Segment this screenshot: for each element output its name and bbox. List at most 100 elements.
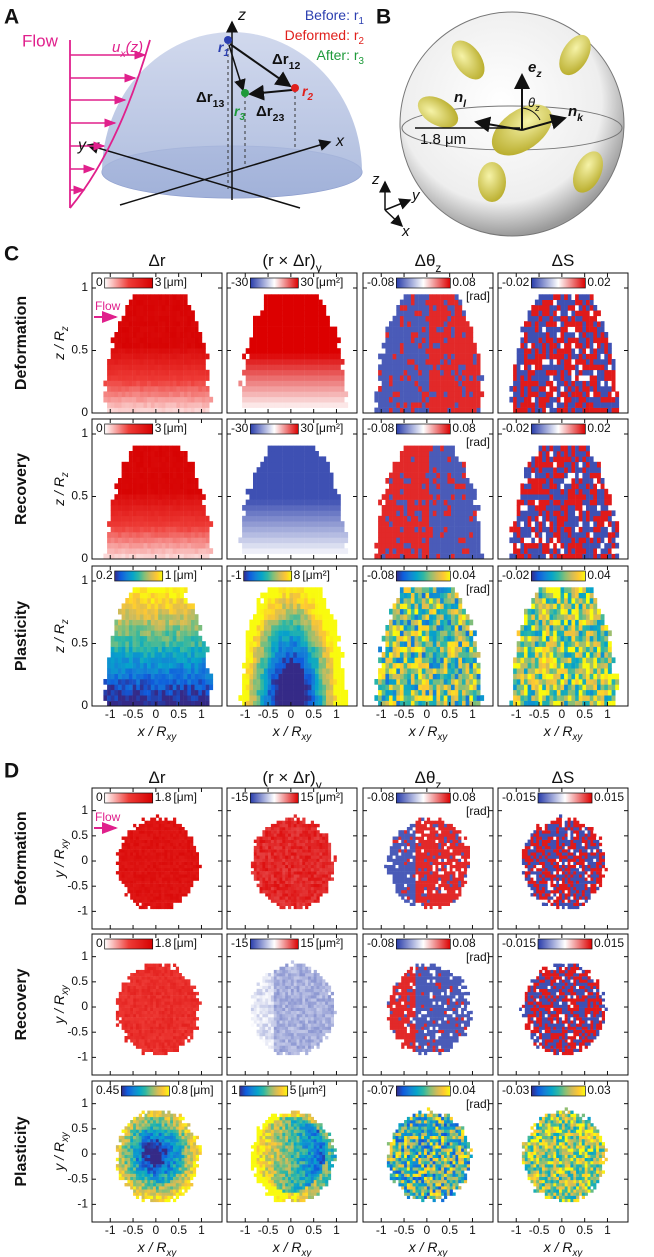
heatmap-cell xyxy=(158,543,162,549)
heatmap-cell xyxy=(202,554,206,560)
heatmap-cell xyxy=(466,337,470,343)
heatmap-cell xyxy=(382,527,386,533)
heatmap-cell xyxy=(564,327,568,333)
heatmap-cell xyxy=(290,467,294,473)
heatmap-cell xyxy=(407,305,411,311)
heatmap-cell xyxy=(249,505,253,511)
text-part: Δr xyxy=(148,251,165,270)
heatmap-cell xyxy=(604,500,608,506)
heatmap-cell xyxy=(165,391,169,397)
heatmap-cell xyxy=(162,505,166,511)
heatmap-cell xyxy=(286,543,290,549)
heatmap-cell xyxy=(268,516,272,522)
heatmap-cell xyxy=(173,397,177,403)
heatmap-cell xyxy=(286,337,290,343)
heatmap-cell xyxy=(447,500,451,506)
heatmap-cell xyxy=(300,364,304,370)
heatmap-cell xyxy=(553,483,557,489)
heatmap-cell xyxy=(202,391,206,397)
heatmap-cell xyxy=(466,327,470,333)
heatmap-cell xyxy=(433,294,437,300)
heatmap-cell xyxy=(246,408,250,414)
heatmap-cell xyxy=(531,532,535,538)
heatmap-cell xyxy=(286,462,290,468)
heatmap-cell xyxy=(151,510,155,516)
heatmap-cell xyxy=(144,516,148,522)
heatmap-cell xyxy=(561,391,565,397)
heatmap-cell xyxy=(582,402,586,408)
heatmap-cell xyxy=(393,348,397,354)
heatmap-cell xyxy=(275,548,279,554)
heatmap-cell xyxy=(151,483,155,489)
heatmap-cell xyxy=(400,354,404,360)
heatmap-cell xyxy=(169,554,173,560)
heatmap-cell xyxy=(103,679,107,685)
heatmap-cell xyxy=(249,527,253,533)
colorbar-max: 3 xyxy=(155,275,162,289)
heatmap-cell xyxy=(385,510,389,516)
heatmap-cell xyxy=(169,300,173,306)
heatmap-cell xyxy=(180,348,184,354)
heatmap-cell xyxy=(304,381,308,387)
heatmap-cell xyxy=(520,370,524,376)
heatmap-cell xyxy=(118,695,122,701)
heatmap-cell xyxy=(195,532,199,538)
heatmap-cell xyxy=(249,391,253,397)
heatmap-cell xyxy=(290,532,294,538)
heatmap-cell xyxy=(550,386,554,392)
heatmap-cell xyxy=(169,543,173,549)
heatmap-cell xyxy=(575,467,579,473)
heatmap-cell xyxy=(444,364,448,370)
heatmap-cell xyxy=(466,494,470,500)
heatmap-cell xyxy=(451,554,455,560)
heatmap-cell xyxy=(586,316,590,322)
heatmap-cell xyxy=(184,310,188,316)
heatmap-cell xyxy=(451,397,455,403)
heatmap-cell xyxy=(118,500,122,506)
heatmap-cell xyxy=(415,516,419,522)
heatmap-cell xyxy=(542,300,546,306)
heatmap-cell xyxy=(125,381,129,387)
heatmap-cell xyxy=(382,370,386,376)
heatmap-cell xyxy=(550,408,554,414)
heatmap-cell xyxy=(524,527,528,533)
heatmap-cell xyxy=(542,532,546,538)
heatmap-cell xyxy=(440,521,444,527)
heatmap-cell xyxy=(114,381,118,387)
heatmap-cell xyxy=(184,603,188,609)
heatmap-cell xyxy=(553,370,557,376)
heatmap-cell xyxy=(473,386,477,392)
heatmap-cell xyxy=(393,402,397,408)
heatmap-cell xyxy=(191,516,195,522)
heatmap-cell xyxy=(242,532,246,538)
heatmap-cell xyxy=(333,354,337,360)
heatmap-cell xyxy=(550,473,554,479)
heatmap-cell xyxy=(264,402,268,408)
heatmap-cell xyxy=(297,305,301,311)
heatmap-cell xyxy=(517,543,521,549)
heatmap-cell xyxy=(436,391,440,397)
heatmap-cell xyxy=(155,391,159,397)
heatmap-cell xyxy=(458,370,462,376)
heatmap-cell xyxy=(451,521,455,527)
heatmap-cell xyxy=(264,543,268,549)
heatmap-cell xyxy=(564,343,568,349)
heatmap-cell xyxy=(557,337,561,343)
heatmap-cell xyxy=(422,321,426,327)
heatmap-cell xyxy=(561,348,565,354)
heatmap-cell xyxy=(546,386,550,392)
heatmap-cell xyxy=(268,505,272,511)
heatmap-cell xyxy=(319,510,323,516)
heatmap-cell xyxy=(546,451,550,457)
heatmap-cell xyxy=(165,489,169,495)
heatmap-cell xyxy=(571,354,575,360)
heatmap-cell xyxy=(140,548,144,554)
heatmap-cell xyxy=(407,532,411,538)
heatmap-cell xyxy=(279,402,283,408)
heatmap-cell xyxy=(590,375,594,381)
heatmap-cell xyxy=(608,500,612,506)
heatmap-cell xyxy=(249,359,253,365)
heatmap-cell xyxy=(319,543,323,549)
heatmap-cell xyxy=(140,354,144,360)
heatmap-cell xyxy=(133,593,137,599)
